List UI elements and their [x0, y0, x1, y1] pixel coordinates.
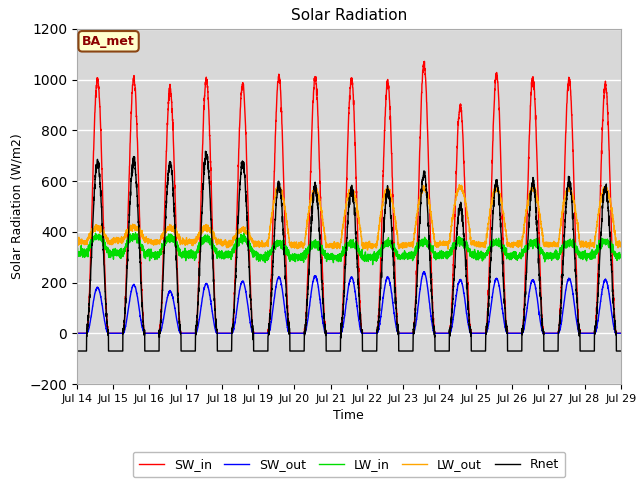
Rnet — [441, 348, 449, 354]
Line: LW_out: LW_out — [77, 185, 621, 250]
LW_out — [616, 241, 624, 247]
Rnet — [329, 348, 337, 354]
LW_in — [502, 249, 509, 254]
LW_out — [73, 240, 81, 246]
Line: SW_out: SW_out — [77, 272, 621, 333]
Rnet — [471, 348, 479, 354]
SW_in — [441, 330, 449, 336]
SW_in — [502, 310, 509, 315]
Line: LW_in: LW_in — [77, 233, 621, 264]
LW_in — [471, 252, 479, 258]
LW_out — [502, 228, 509, 234]
SW_in — [171, 174, 179, 180]
LW_out — [456, 182, 463, 188]
SW_in — [420, 59, 428, 64]
Legend: SW_in, SW_out, LW_in, LW_out, Rnet: SW_in, SW_out, LW_in, LW_out, Rnet — [132, 452, 565, 477]
LW_in — [369, 262, 376, 267]
LW_in — [329, 257, 337, 263]
SW_out — [441, 330, 449, 336]
LW_out — [328, 241, 336, 247]
LW_in — [73, 250, 81, 256]
SW_out — [617, 330, 625, 336]
SW_in — [616, 330, 624, 336]
Text: BA_met: BA_met — [82, 35, 135, 48]
Rnet — [202, 148, 209, 154]
SW_out — [420, 269, 428, 275]
LW_out — [471, 240, 479, 245]
Rnet — [73, 348, 81, 354]
Line: Rnet: Rnet — [77, 151, 621, 351]
Line: SW_in: SW_in — [77, 61, 621, 333]
X-axis label: Time: Time — [333, 409, 364, 422]
SW_out — [73, 330, 81, 336]
Rnet — [502, 319, 509, 324]
LW_out — [617, 240, 625, 245]
Y-axis label: Solar Radiation (W/m2): Solar Radiation (W/m2) — [11, 133, 24, 279]
LW_out — [171, 227, 179, 233]
SW_in — [471, 330, 479, 336]
SW_out — [328, 330, 336, 336]
LW_in — [132, 230, 140, 236]
SW_out — [616, 330, 624, 336]
SW_out — [171, 303, 179, 309]
SW_in — [617, 330, 625, 336]
LW_out — [364, 247, 371, 253]
LW_out — [441, 242, 449, 248]
Rnet — [616, 348, 624, 354]
Title: Solar Radiation: Solar Radiation — [291, 9, 407, 24]
SW_in — [73, 330, 81, 336]
Rnet — [617, 348, 625, 354]
Rnet — [171, 212, 179, 218]
LW_in — [616, 255, 624, 261]
SW_out — [471, 330, 479, 336]
SW_out — [502, 326, 509, 332]
LW_in — [617, 254, 625, 260]
LW_in — [171, 239, 179, 245]
SW_in — [328, 330, 336, 336]
LW_in — [441, 253, 449, 259]
